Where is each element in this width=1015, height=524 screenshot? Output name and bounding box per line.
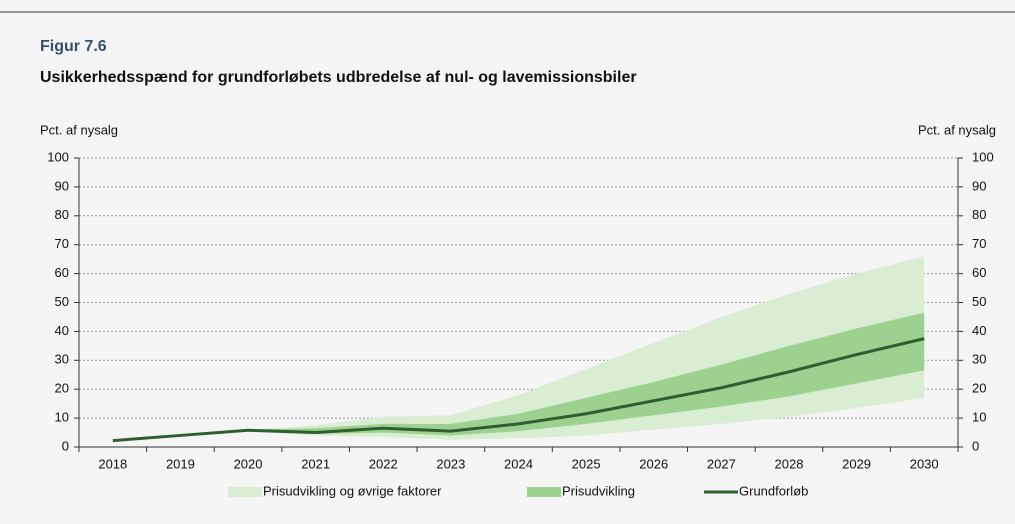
- legend-label: Prisudvikling: [562, 483, 635, 498]
- y-tick-label: 0: [62, 438, 69, 453]
- y2-tick-label: 70: [972, 236, 986, 251]
- y-tick-label: 70: [55, 236, 69, 251]
- y-tick-label: 40: [55, 323, 69, 338]
- y-tick-label: 80: [55, 207, 69, 222]
- y-tick-label: 50: [55, 294, 69, 309]
- x-tick-label: 2019: [166, 456, 195, 471]
- y2-tick-label: 50: [972, 294, 986, 309]
- y2-tick-label: 10: [972, 410, 986, 425]
- x-tick-label: 2022: [369, 456, 398, 471]
- y2-tick-label: 0: [972, 438, 979, 453]
- y-axis-label: Pct. af nysalg: [40, 122, 118, 137]
- y2-tick-label: 100: [972, 149, 994, 164]
- y2-tick-label: 30: [972, 352, 986, 367]
- legend-label: Grundforløb: [739, 483, 808, 498]
- x-tick-label: 2018: [98, 456, 127, 471]
- y-tick-label: 10: [55, 410, 69, 425]
- y2-axis-label: Pct. af nysalg: [918, 122, 996, 137]
- y-tick-label: 30: [55, 352, 69, 367]
- legend-swatch: [228, 487, 262, 497]
- line: [112, 337, 925, 443]
- x-tick-label: 2025: [572, 456, 601, 471]
- band-area: [248, 312, 925, 436]
- y2-tick-label: 60: [972, 265, 986, 280]
- x-tick-label: 2023: [436, 456, 465, 471]
- chart-title: Usikkerhedsspænd for grundforløbets udbr…: [40, 69, 637, 86]
- x-tick-label: 2027: [707, 456, 736, 471]
- y2-tick-label: 20: [972, 381, 986, 396]
- x-tick-label: 2020: [234, 456, 263, 471]
- legend-label: Prisudvikling og øvrige faktorer: [263, 483, 442, 498]
- x-tick-label: 2024: [504, 456, 533, 471]
- y-tick-label: 60: [55, 265, 69, 280]
- y-tick-label: 90: [55, 178, 69, 193]
- y2-tick-label: 40: [972, 323, 986, 338]
- legend-swatch: [527, 487, 561, 497]
- y-tick-label: 100: [47, 149, 69, 164]
- x-tick-label: 2021: [301, 456, 330, 471]
- y2-tick-label: 80: [972, 207, 986, 222]
- x-tick-label: 2029: [842, 456, 871, 471]
- figure-label: Figur 7.6: [40, 38, 107, 55]
- x-tick-label: 2028: [775, 456, 804, 471]
- y2-tick-label: 90: [972, 178, 986, 193]
- x-tick-label: 2030: [910, 456, 939, 471]
- y-tick-label: 20: [55, 381, 69, 396]
- x-tick-label: 2026: [639, 456, 668, 471]
